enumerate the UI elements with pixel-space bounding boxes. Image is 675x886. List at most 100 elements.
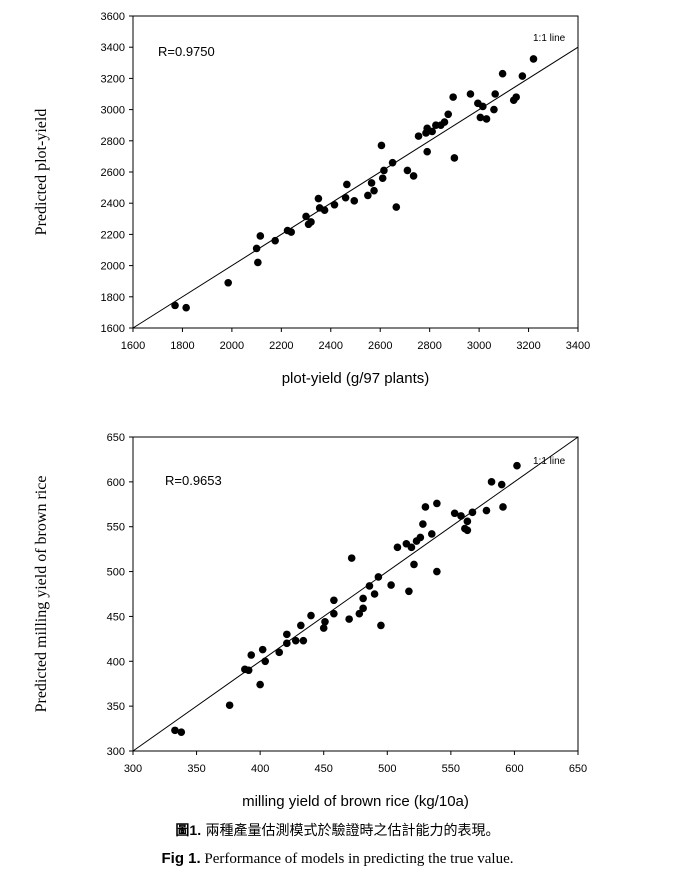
- data-point: [428, 127, 436, 136]
- data-point: [374, 573, 383, 581]
- correlation-annotation: R=0.9653: [165, 473, 222, 488]
- data-point: [254, 258, 262, 267]
- data-point: [387, 581, 395, 589]
- data-point: [261, 657, 270, 666]
- data-point: [433, 567, 441, 576]
- caption-chinese: 圖1. 兩種產量估測模式於驗證時之估計能力的表現。: [0, 820, 675, 840]
- data-point: [330, 609, 338, 618]
- one-to-one-line-label: 1:1 line: [533, 456, 566, 467]
- data-point: [283, 630, 291, 639]
- data-point: [275, 648, 284, 657]
- data-point: [440, 118, 449, 126]
- data-point: [491, 90, 499, 98]
- data-point: [518, 72, 527, 80]
- data-point: [468, 508, 477, 517]
- data-point: [449, 93, 457, 101]
- x-axis-label: milling yield of brown rice (kg/10a): [242, 793, 469, 810]
- data-point: [378, 174, 387, 183]
- data-point: [364, 191, 372, 200]
- data-point: [380, 166, 388, 175]
- y-tick-label: 3400: [101, 42, 125, 54]
- chart-plot-yield: 1600 1800 2000 2200 2400 2600 2800 3000 3200 3400…: [33, 11, 590, 387]
- plot-frame: [132, 15, 579, 329]
- data-point: [388, 158, 397, 167]
- data-point: [513, 461, 521, 470]
- data-point: [410, 560, 418, 569]
- caption-chinese-text: 兩種產量估測模式於驗證時之估計能力的表現。: [205, 823, 500, 839]
- data-point: [299, 636, 308, 645]
- x-tick-label: 300: [124, 763, 142, 775]
- data-point: [370, 590, 379, 598]
- data-point: [499, 503, 507, 511]
- x-axis-label: plot-yield (g/97 plants): [282, 370, 430, 387]
- correlation-annotation: R=0.9750: [158, 44, 215, 59]
- one-to-one-line: [132, 46, 579, 329]
- y-tick-label: 350: [107, 701, 125, 713]
- data-point: [476, 113, 485, 122]
- data-point: [271, 236, 279, 245]
- one-to-one-line-label: 1:1 line: [533, 33, 566, 44]
- data-point: [256, 232, 265, 240]
- data-point: [416, 533, 425, 542]
- data-point: [498, 69, 507, 78]
- chart-milling-yield: 300 350 400 450 500 550 600 650 300 350 400 450 500 5…: [33, 432, 587, 810]
- data-point: [529, 55, 538, 63]
- data-point: [487, 478, 496, 486]
- plot-frame: [132, 436, 579, 752]
- data-point: [393, 543, 402, 552]
- data-point: [307, 611, 315, 620]
- data-point: [319, 624, 328, 632]
- data-point: [224, 278, 232, 287]
- data-point: [482, 506, 491, 515]
- caption-english-label: Fig 1.: [161, 850, 201, 867]
- caption-english: Fig 1. Performance of models in predicti…: [0, 850, 675, 868]
- y-tick-label: 400: [107, 656, 125, 668]
- data-point: [367, 179, 376, 187]
- y-tick-label: 2800: [101, 136, 125, 148]
- data-point: [343, 180, 351, 189]
- data-point: [341, 193, 350, 202]
- data-point: [283, 639, 291, 648]
- y-tick-label: 3200: [101, 73, 125, 85]
- data-point: [291, 636, 300, 645]
- y-axis-label: Predicted milling yield of brown rice: [33, 476, 50, 713]
- x-tick-label: 400: [251, 763, 269, 775]
- data-point: [497, 480, 506, 489]
- data-point: [405, 587, 413, 596]
- data-point: [450, 154, 459, 162]
- data-point: [490, 105, 498, 114]
- x-tick-label: 2200: [269, 340, 293, 352]
- data-point: [423, 147, 431, 156]
- x-tick-label: 3400: [566, 340, 590, 352]
- x-tick-label: 2000: [220, 340, 244, 352]
- x-tick-label: 1800: [170, 340, 194, 352]
- data-point: [359, 604, 367, 613]
- data-point: [177, 728, 186, 736]
- y-tick-label: 450: [107, 611, 125, 623]
- x-tick-label: 3000: [467, 340, 491, 352]
- x-tick-label: 1600: [121, 340, 145, 352]
- data-point: [463, 526, 472, 535]
- data-point: [330, 200, 339, 209]
- y-tick-label: 600: [107, 477, 125, 489]
- data-point: [482, 115, 491, 123]
- data-point: [182, 303, 190, 312]
- data-point: [244, 666, 253, 675]
- y-tick-label: 1800: [101, 292, 125, 304]
- data-point: [314, 194, 323, 203]
- data-point: [307, 218, 315, 226]
- data-point: [450, 509, 459, 518]
- y-tick-label: 2200: [101, 229, 125, 241]
- data-point: [466, 90, 475, 98]
- one-to-one-line: [132, 436, 579, 752]
- data-point: [414, 132, 423, 140]
- data-point: [421, 503, 430, 511]
- data-point: [392, 203, 401, 211]
- y-tick-label: 500: [107, 567, 125, 579]
- x-tick-label: 2600: [368, 340, 392, 352]
- data-point: [463, 517, 472, 526]
- y-tick-label: 2400: [101, 198, 125, 210]
- data-point: [409, 172, 418, 180]
- data-point: [347, 554, 356, 562]
- data-point: [321, 618, 329, 626]
